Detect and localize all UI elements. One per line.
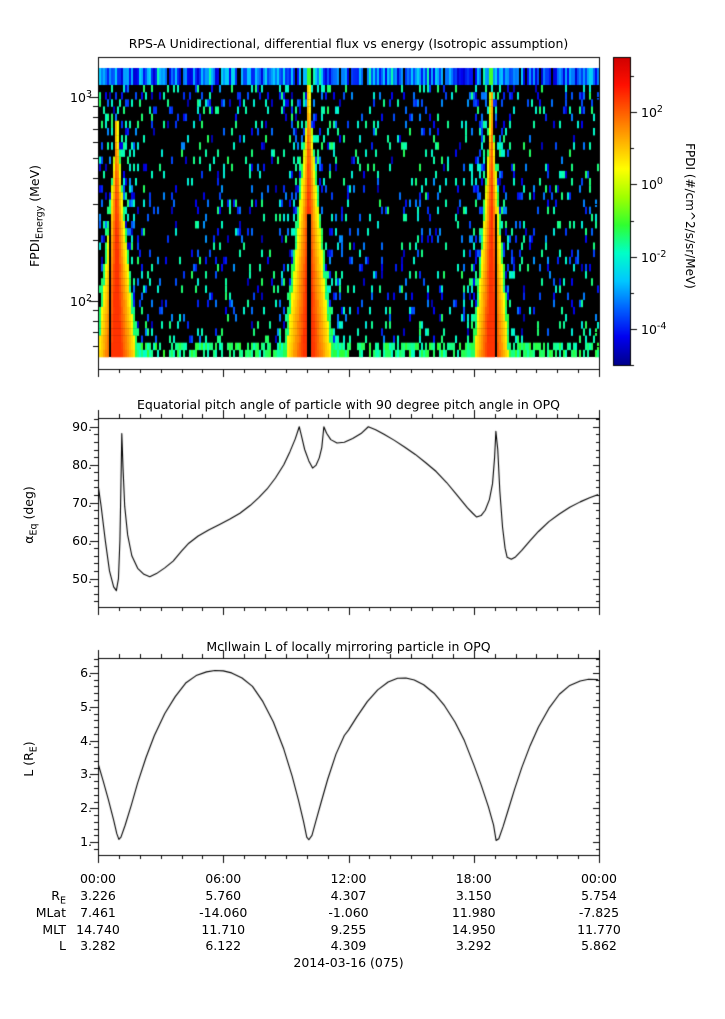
exponent: 2: [85, 292, 92, 304]
colorbar-tick-label: 10-2: [641, 248, 667, 265]
spectrogram-title: RPS-A Unidirectional, differential flux …: [128, 36, 569, 51]
time-tick-label: 00:00: [580, 871, 618, 886]
date-label: 2014-03-16 (075): [293, 955, 404, 970]
energy-tick-label: 102: [70, 292, 92, 309]
colorbar-tick-label: 100: [641, 176, 663, 193]
table-value: 3.282: [80, 938, 116, 953]
table-value: 9.255: [330, 921, 367, 937]
colorbar-tick-label: 102: [641, 104, 663, 121]
y-axis-label-text: FPDI: [26, 238, 42, 268]
y-axis-label-text: L (R: [20, 752, 36, 777]
table-value: 4.307: [330, 888, 367, 903]
table-row-label: RE: [51, 888, 66, 907]
y-axis-label-unit: (MeV): [26, 164, 42, 206]
table-value: 11.980: [451, 905, 496, 920]
time-tick-label: 06:00: [205, 871, 242, 886]
pitch-angle-tick-label: 80.: [72, 456, 92, 472]
table-value: 3.150: [455, 888, 492, 903]
l-shell-tick-label: 3.: [80, 766, 92, 782]
exponent: 3: [85, 89, 92, 101]
table-value: 4.309: [330, 938, 367, 953]
table-value: -14.060: [199, 905, 248, 920]
table-row-label: MLT: [42, 921, 66, 937]
table-value: 5.862: [581, 938, 617, 953]
pitch-angle-tick-label: 60.: [72, 532, 92, 548]
pitch-angle-tick-label: 50.: [72, 570, 92, 586]
pitch-angle-tick-label: 70.: [72, 494, 92, 510]
y-axis-label-subscript: Eq: [28, 523, 40, 536]
y-axis-label-text: α: [20, 535, 36, 544]
y-axis-label-unit: (deg): [20, 486, 36, 524]
time-tick-label: 12:00: [330, 871, 367, 886]
table-value: 7.461: [80, 905, 116, 920]
table-value: 6.122: [205, 938, 242, 953]
l-shell-tick-label: 6.: [80, 664, 92, 680]
table-value: -1.060: [328, 905, 369, 920]
exponent: -2: [656, 248, 667, 260]
table-value: 11.710: [201, 921, 246, 937]
l-shell-tick-label: 1.: [80, 834, 92, 850]
row-label-subscript: E: [59, 895, 66, 907]
l-shell-tick-label: 5.: [80, 698, 92, 714]
colorbar-tick-label: 10-4: [641, 321, 667, 338]
table-value: 14.950: [451, 921, 496, 937]
exponent: -4: [656, 321, 667, 333]
mcilwain-l-title: McIlwain L of locally mirroring particle…: [206, 639, 491, 654]
y-axis-label-subscript: Energy: [34, 205, 46, 239]
table-value: 3.292: [455, 938, 492, 953]
table-value: 5.754: [581, 888, 617, 903]
l-shell-tick-label: 4.: [80, 732, 92, 748]
table-row-label: L: [59, 938, 66, 953]
y-axis-label-unit: ): [20, 741, 36, 747]
time-tick-label: 00:00: [79, 871, 117, 886]
time-tick-label: 18:00: [455, 871, 492, 886]
table-value: 11.770: [577, 921, 621, 937]
y-axis-label-subscript: E: [28, 746, 40, 753]
l-shell-tick-label: 2.: [80, 800, 92, 816]
exponent: 0: [656, 176, 663, 188]
exponent: 2: [656, 104, 663, 115]
energy-tick-label: 103: [70, 89, 92, 106]
table-row-label: MLat: [35, 905, 66, 920]
table-value: 5.760: [205, 888, 242, 903]
table-value: 14.740: [76, 921, 120, 937]
pitch-angle-title: Equatorial pitch angle of particle with …: [136, 397, 561, 412]
pitch-angle-tick-label: 90.: [72, 418, 92, 434]
colorbar-label-text: FPDI (#/cm^2/s/sr/MeV): [683, 143, 697, 289]
table-value: -7.825: [578, 905, 620, 920]
table-value: 3.226: [80, 888, 116, 903]
